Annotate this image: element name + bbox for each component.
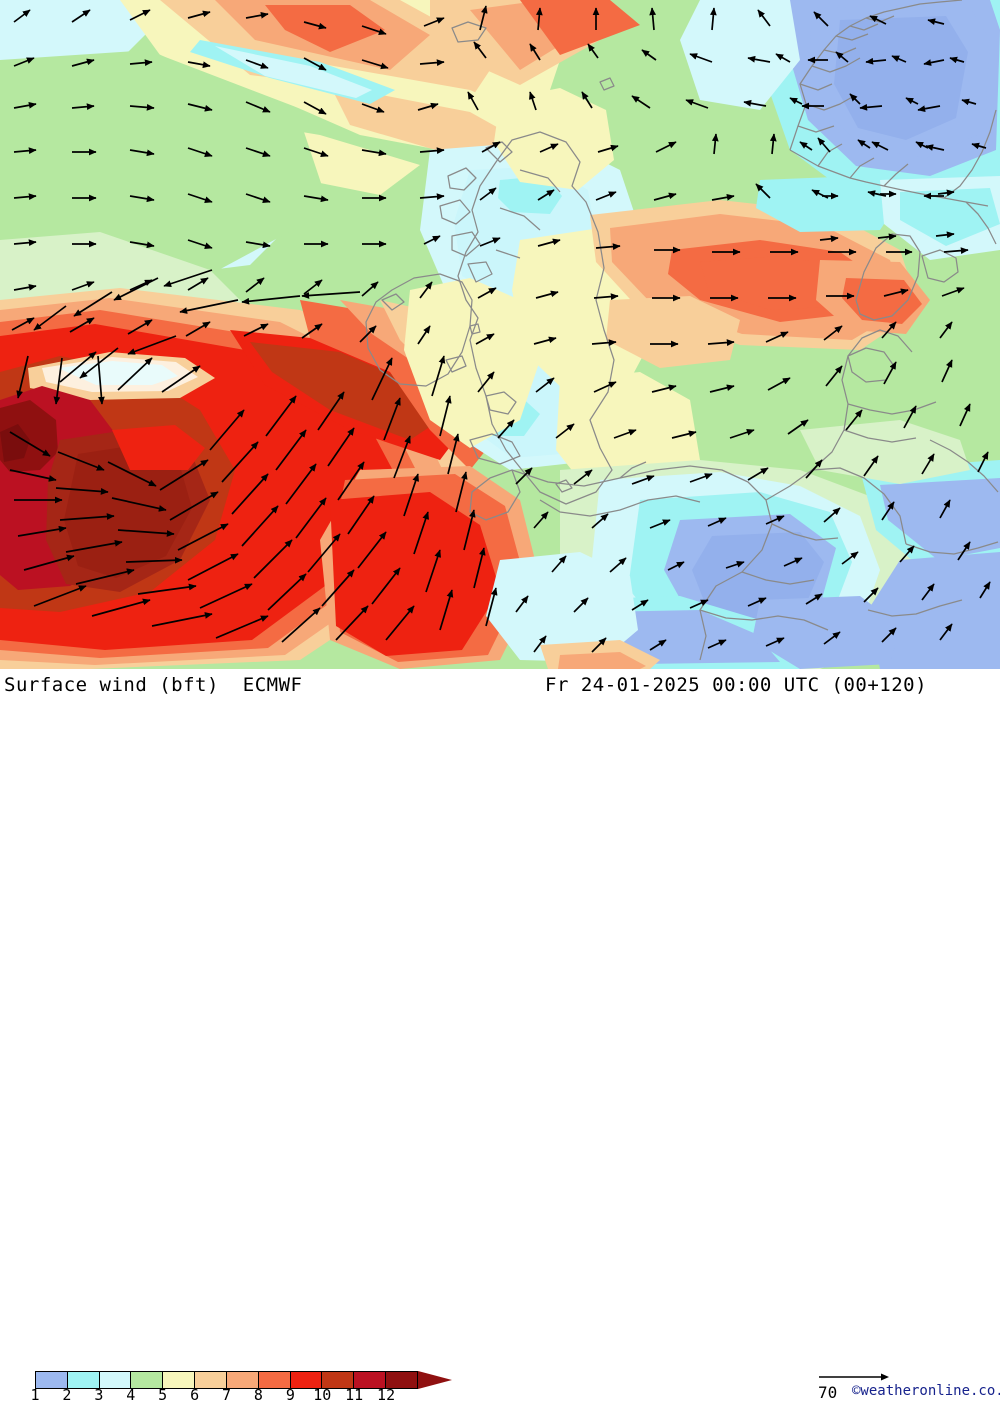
colorbar-tick-11: 11 [345,1386,364,1404]
forecast-datetime: Fr 24-01-2025 00:00 UTC (00+120) [545,674,928,696]
colorbar-tick-1: 1 [30,1386,40,1404]
colorbar-tick-9: 9 [285,1386,295,1404]
colorbar-extend-arrow [418,1371,452,1389]
reference-arrow-value: 70 [818,1383,838,1402]
colorbar-tick-3: 3 [94,1386,104,1404]
colorbar-tick-7: 7 [221,1386,232,1404]
copyright-notice: ©weatheronline.co.uk [852,1383,1000,1399]
colorbar-tick-4: 4 [126,1386,136,1404]
colorbar-tick-8: 8 [253,1386,263,1404]
map-title: Surface wind (bft) ECMWF [4,674,303,696]
reference-arrow-icon [819,1373,889,1381]
colorbar-tick-5: 5 [158,1386,168,1404]
colorbar-tick-12: 12 [377,1386,396,1404]
colorbar-tick-6: 6 [190,1386,200,1404]
colorbar-tick-10: 10 [313,1386,332,1404]
colorbar-ticks: 1 2 3 4 5 6 7 8 9 10 11 12 [30,1386,418,1404]
wind-vector-layer [9,5,991,653]
colorbar-tick-2: 2 [62,1386,72,1404]
map-footer: Surface wind (bft) ECMWF Fr 24-01-2025 0… [0,669,1000,1404]
wind-field-layer [0,0,1000,669]
map-canvas [0,0,1000,669]
wind-forecast-map[interactable] [0,0,1000,669]
coastline-layer [365,0,999,661]
